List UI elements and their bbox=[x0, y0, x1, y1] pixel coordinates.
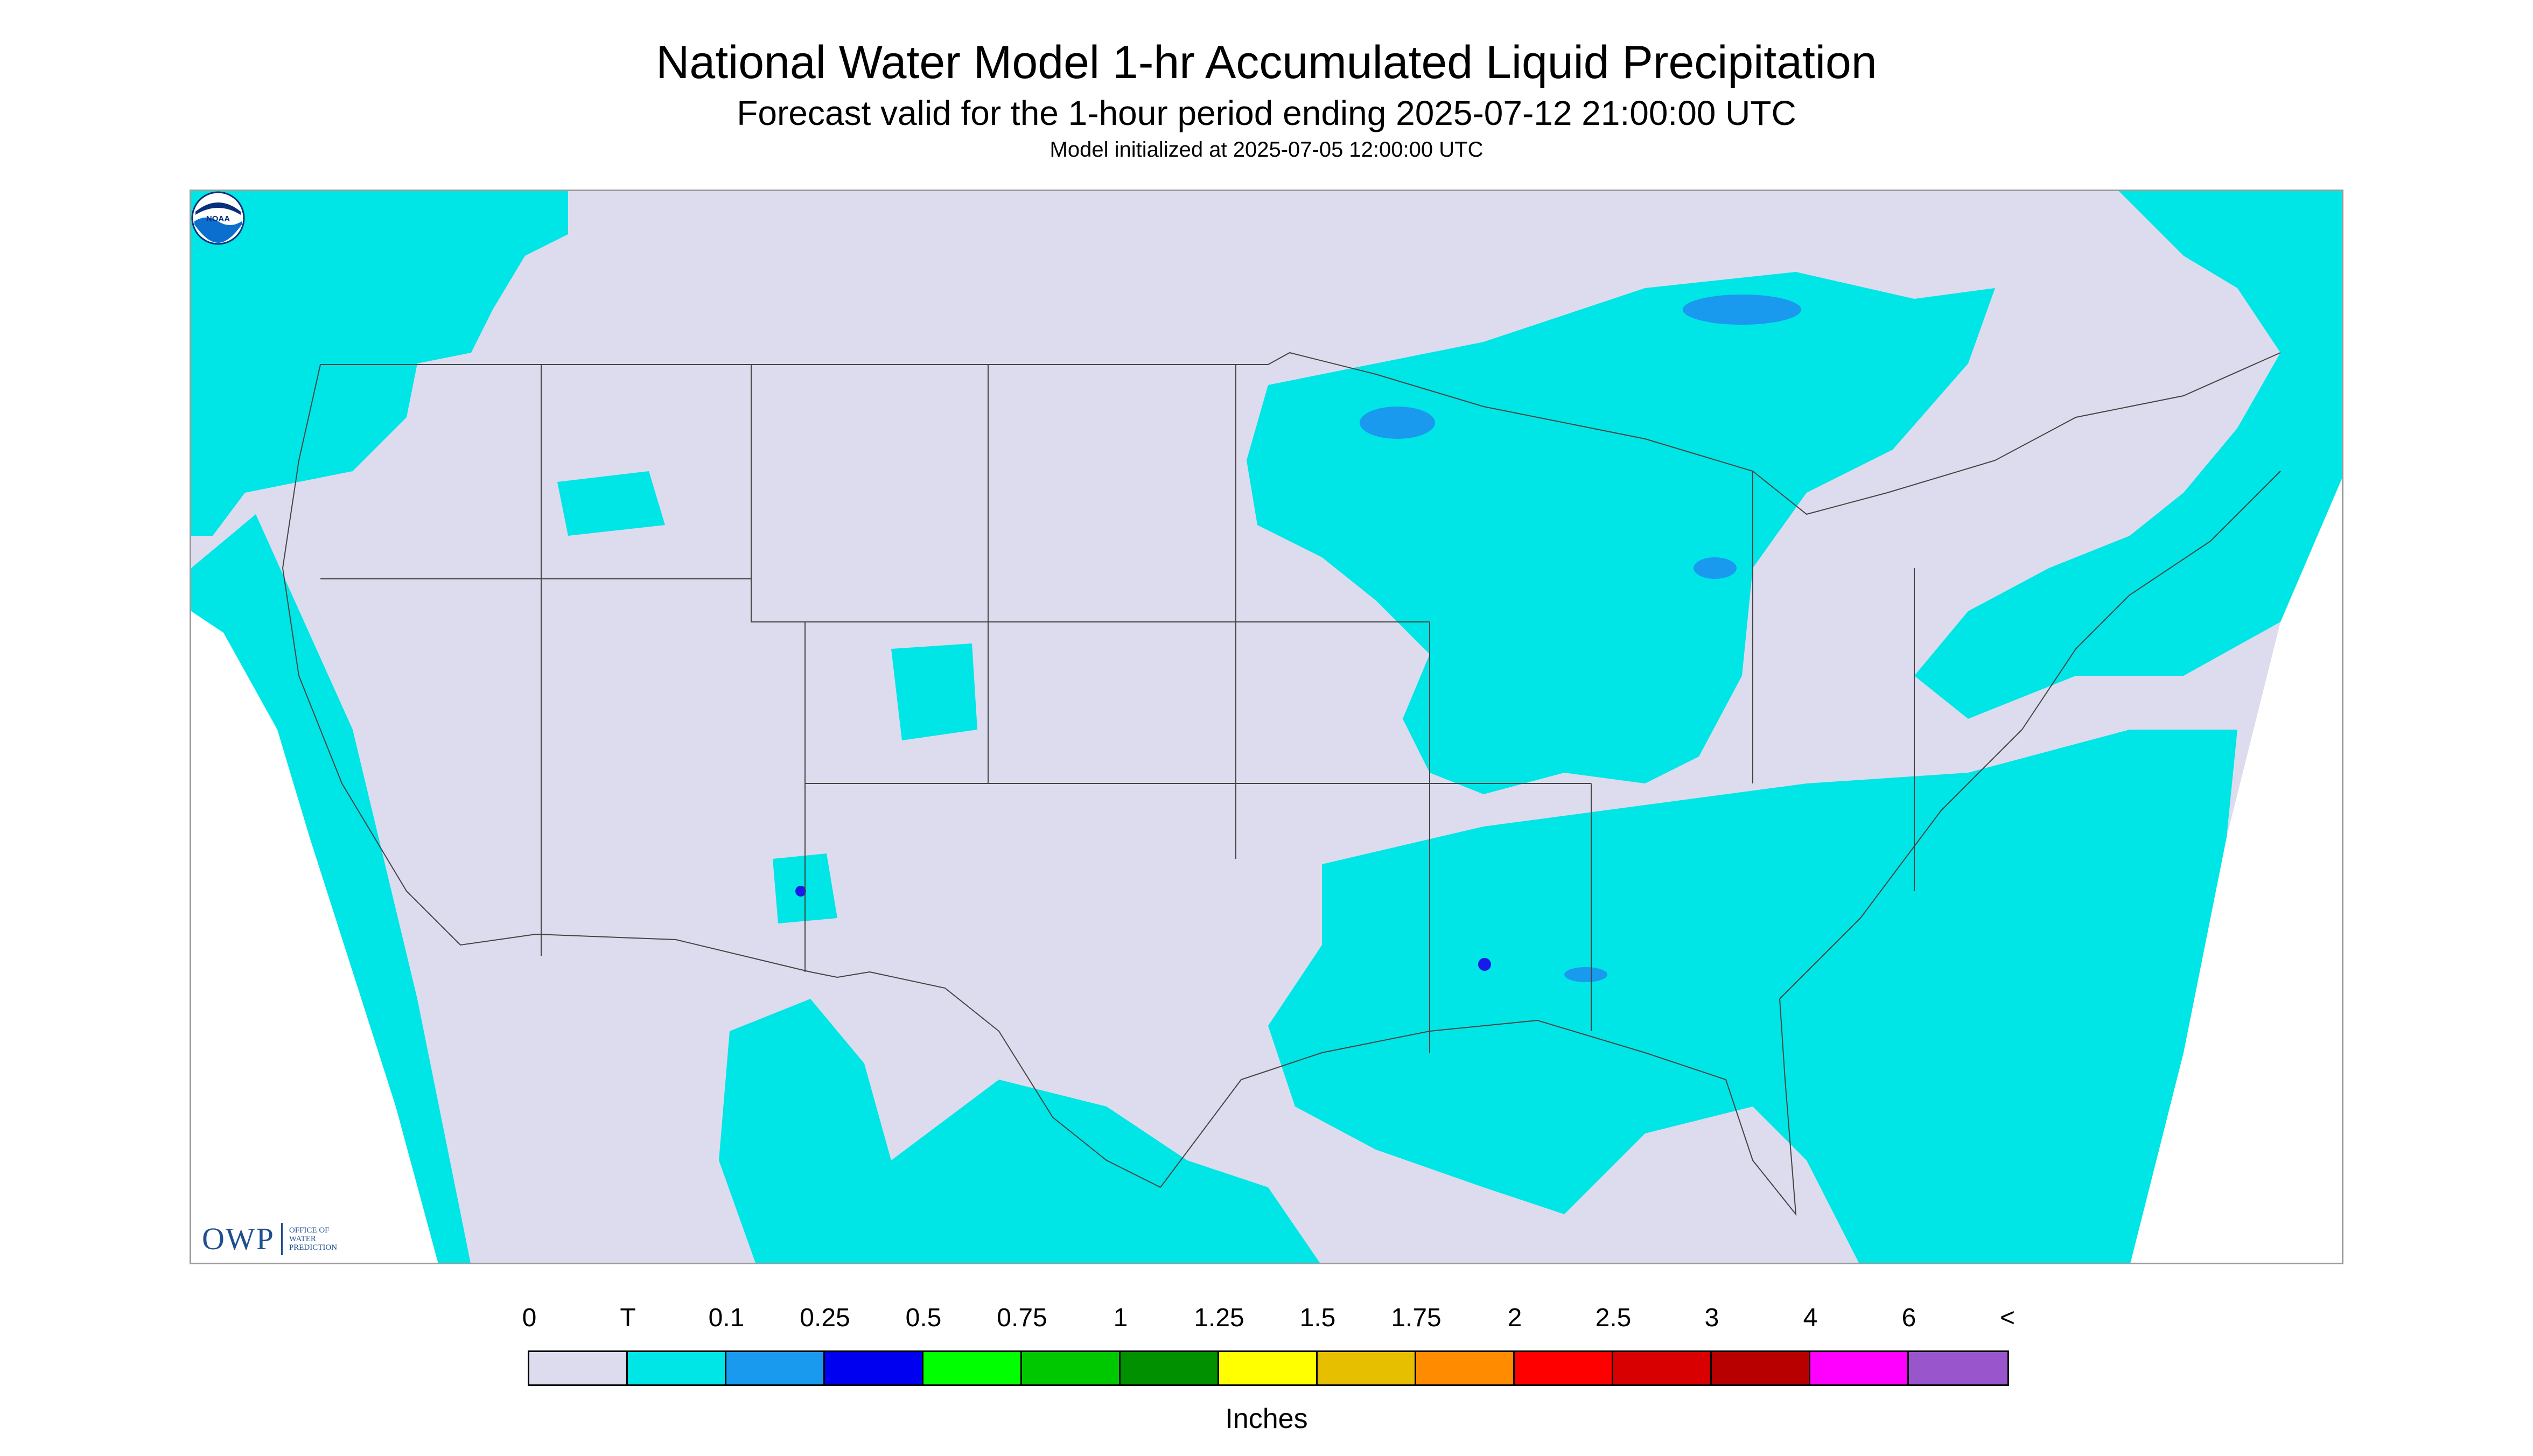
owp-logo-text: OFFICE OF WATER PREDICTION bbox=[289, 1226, 337, 1252]
map-boundaries bbox=[282, 352, 2281, 1216]
legend-label: 0.25 bbox=[800, 1304, 850, 1332]
legend-swatch bbox=[1219, 1352, 1318, 1384]
legend-label: 1 bbox=[1113, 1304, 1128, 1332]
owp-logo-text-line3: PREDICTION bbox=[289, 1243, 338, 1252]
legend-label: < bbox=[1999, 1304, 2016, 1332]
legend-swatch bbox=[1318, 1352, 1416, 1384]
precip-northeast-canada bbox=[1914, 191, 2342, 719]
border-mexico-us bbox=[535, 934, 1161, 1188]
owp-logo-divider bbox=[281, 1222, 283, 1255]
precip-colorado bbox=[891, 643, 977, 740]
legend-swatch bbox=[1022, 1352, 1121, 1384]
precip-mississippi-cell bbox=[1478, 958, 1491, 971]
map-title: National Water Model 1-hr Accumulated Li… bbox=[656, 37, 1877, 88]
precip-superior-cell bbox=[1360, 407, 1435, 439]
legend-label: 0.75 bbox=[997, 1304, 1047, 1332]
precip-trace-areas bbox=[191, 191, 2342, 1263]
precip-idaho bbox=[557, 471, 665, 536]
precip-pacific-northwest bbox=[191, 191, 568, 536]
noaa-logo-icon: NOAA bbox=[191, 191, 245, 245]
legend-label: 1.25 bbox=[1194, 1304, 1244, 1332]
legend-swatch bbox=[1909, 1352, 2007, 1384]
legend-swatch bbox=[1416, 1352, 1515, 1384]
legend-label: 2 bbox=[1507, 1304, 1522, 1332]
precip-great-lakes bbox=[1247, 272, 1995, 794]
legend-label: 2.5 bbox=[1595, 1304, 1632, 1332]
legend-label: 0 bbox=[522, 1304, 537, 1332]
legend-label: 0.1 bbox=[708, 1304, 745, 1332]
border-canada-us bbox=[320, 352, 2281, 515]
precipitation-map: OWP OFFICE OF WATER PREDICTION NOAA bbox=[190, 190, 2343, 1264]
precip-west-coast bbox=[191, 514, 471, 1263]
legend-units: Inches bbox=[1225, 1403, 1308, 1434]
owp-logo: OWP OFFICE OF WATER PREDICTION bbox=[202, 1221, 337, 1257]
precip-ontario-cell bbox=[1683, 295, 1801, 325]
map-canvas bbox=[191, 191, 2342, 1263]
legend-label: T bbox=[620, 1304, 636, 1332]
forecast-valid-subtitle: Forecast valid for the 1-hour period end… bbox=[737, 94, 1796, 132]
owp-logo-text-line1: OFFICE OF bbox=[289, 1226, 330, 1235]
legend-swatch bbox=[1712, 1352, 1810, 1384]
legend-swatch bbox=[726, 1352, 825, 1384]
coast-gulf bbox=[1160, 998, 1797, 1216]
legend-swatch bbox=[1515, 1352, 1613, 1384]
precip-alabama-cell bbox=[1564, 967, 1607, 982]
legend-swatch bbox=[923, 1352, 1022, 1384]
model-init-subtitle: Model initialized at 2025-07-05 12:00:00… bbox=[1049, 138, 1484, 162]
precip-arizona-cell bbox=[795, 886, 806, 897]
legend-color-bar bbox=[528, 1350, 2009, 1386]
legend-label: 1.5 bbox=[1299, 1304, 1336, 1332]
legend-label: 3 bbox=[1704, 1304, 1719, 1332]
legend-swatch bbox=[825, 1352, 923, 1384]
owp-logo-text-line2: WATER bbox=[289, 1234, 316, 1243]
legend-swatch bbox=[1121, 1352, 1219, 1384]
coast-pacific bbox=[282, 364, 536, 946]
legend-label: 0.5 bbox=[905, 1304, 942, 1332]
legend-swatch bbox=[529, 1352, 628, 1384]
precip-medium-areas bbox=[795, 886, 1491, 971]
legend-label: 4 bbox=[1803, 1304, 1818, 1332]
legend-label: 1.75 bbox=[1391, 1304, 1442, 1332]
precip-michigan-cell bbox=[1694, 557, 1737, 579]
legend-swatch bbox=[1613, 1352, 1712, 1384]
legend-label: 6 bbox=[1901, 1304, 1916, 1332]
legend-swatch bbox=[1810, 1352, 1909, 1384]
precip-ohio-valley bbox=[1564, 665, 1688, 762]
precip-gulf-mexico bbox=[839, 1080, 1320, 1263]
legend-swatch bbox=[628, 1352, 726, 1384]
precip-light-areas bbox=[1360, 295, 1801, 982]
precip-southeast bbox=[1268, 730, 2237, 1263]
owp-logo-mark: OWP bbox=[202, 1221, 275, 1256]
legend-labels: 0 T 0.1 0.25 0.5 0.75 1 1.25 1.5 1.75 2 2.5 3 4 6 < bbox=[0, 1303, 2533, 1335]
coast-atlantic bbox=[1779, 471, 2281, 999]
precip-southwest-mexico bbox=[719, 999, 891, 1263]
noaa-logo-text: NOAA bbox=[206, 214, 230, 223]
